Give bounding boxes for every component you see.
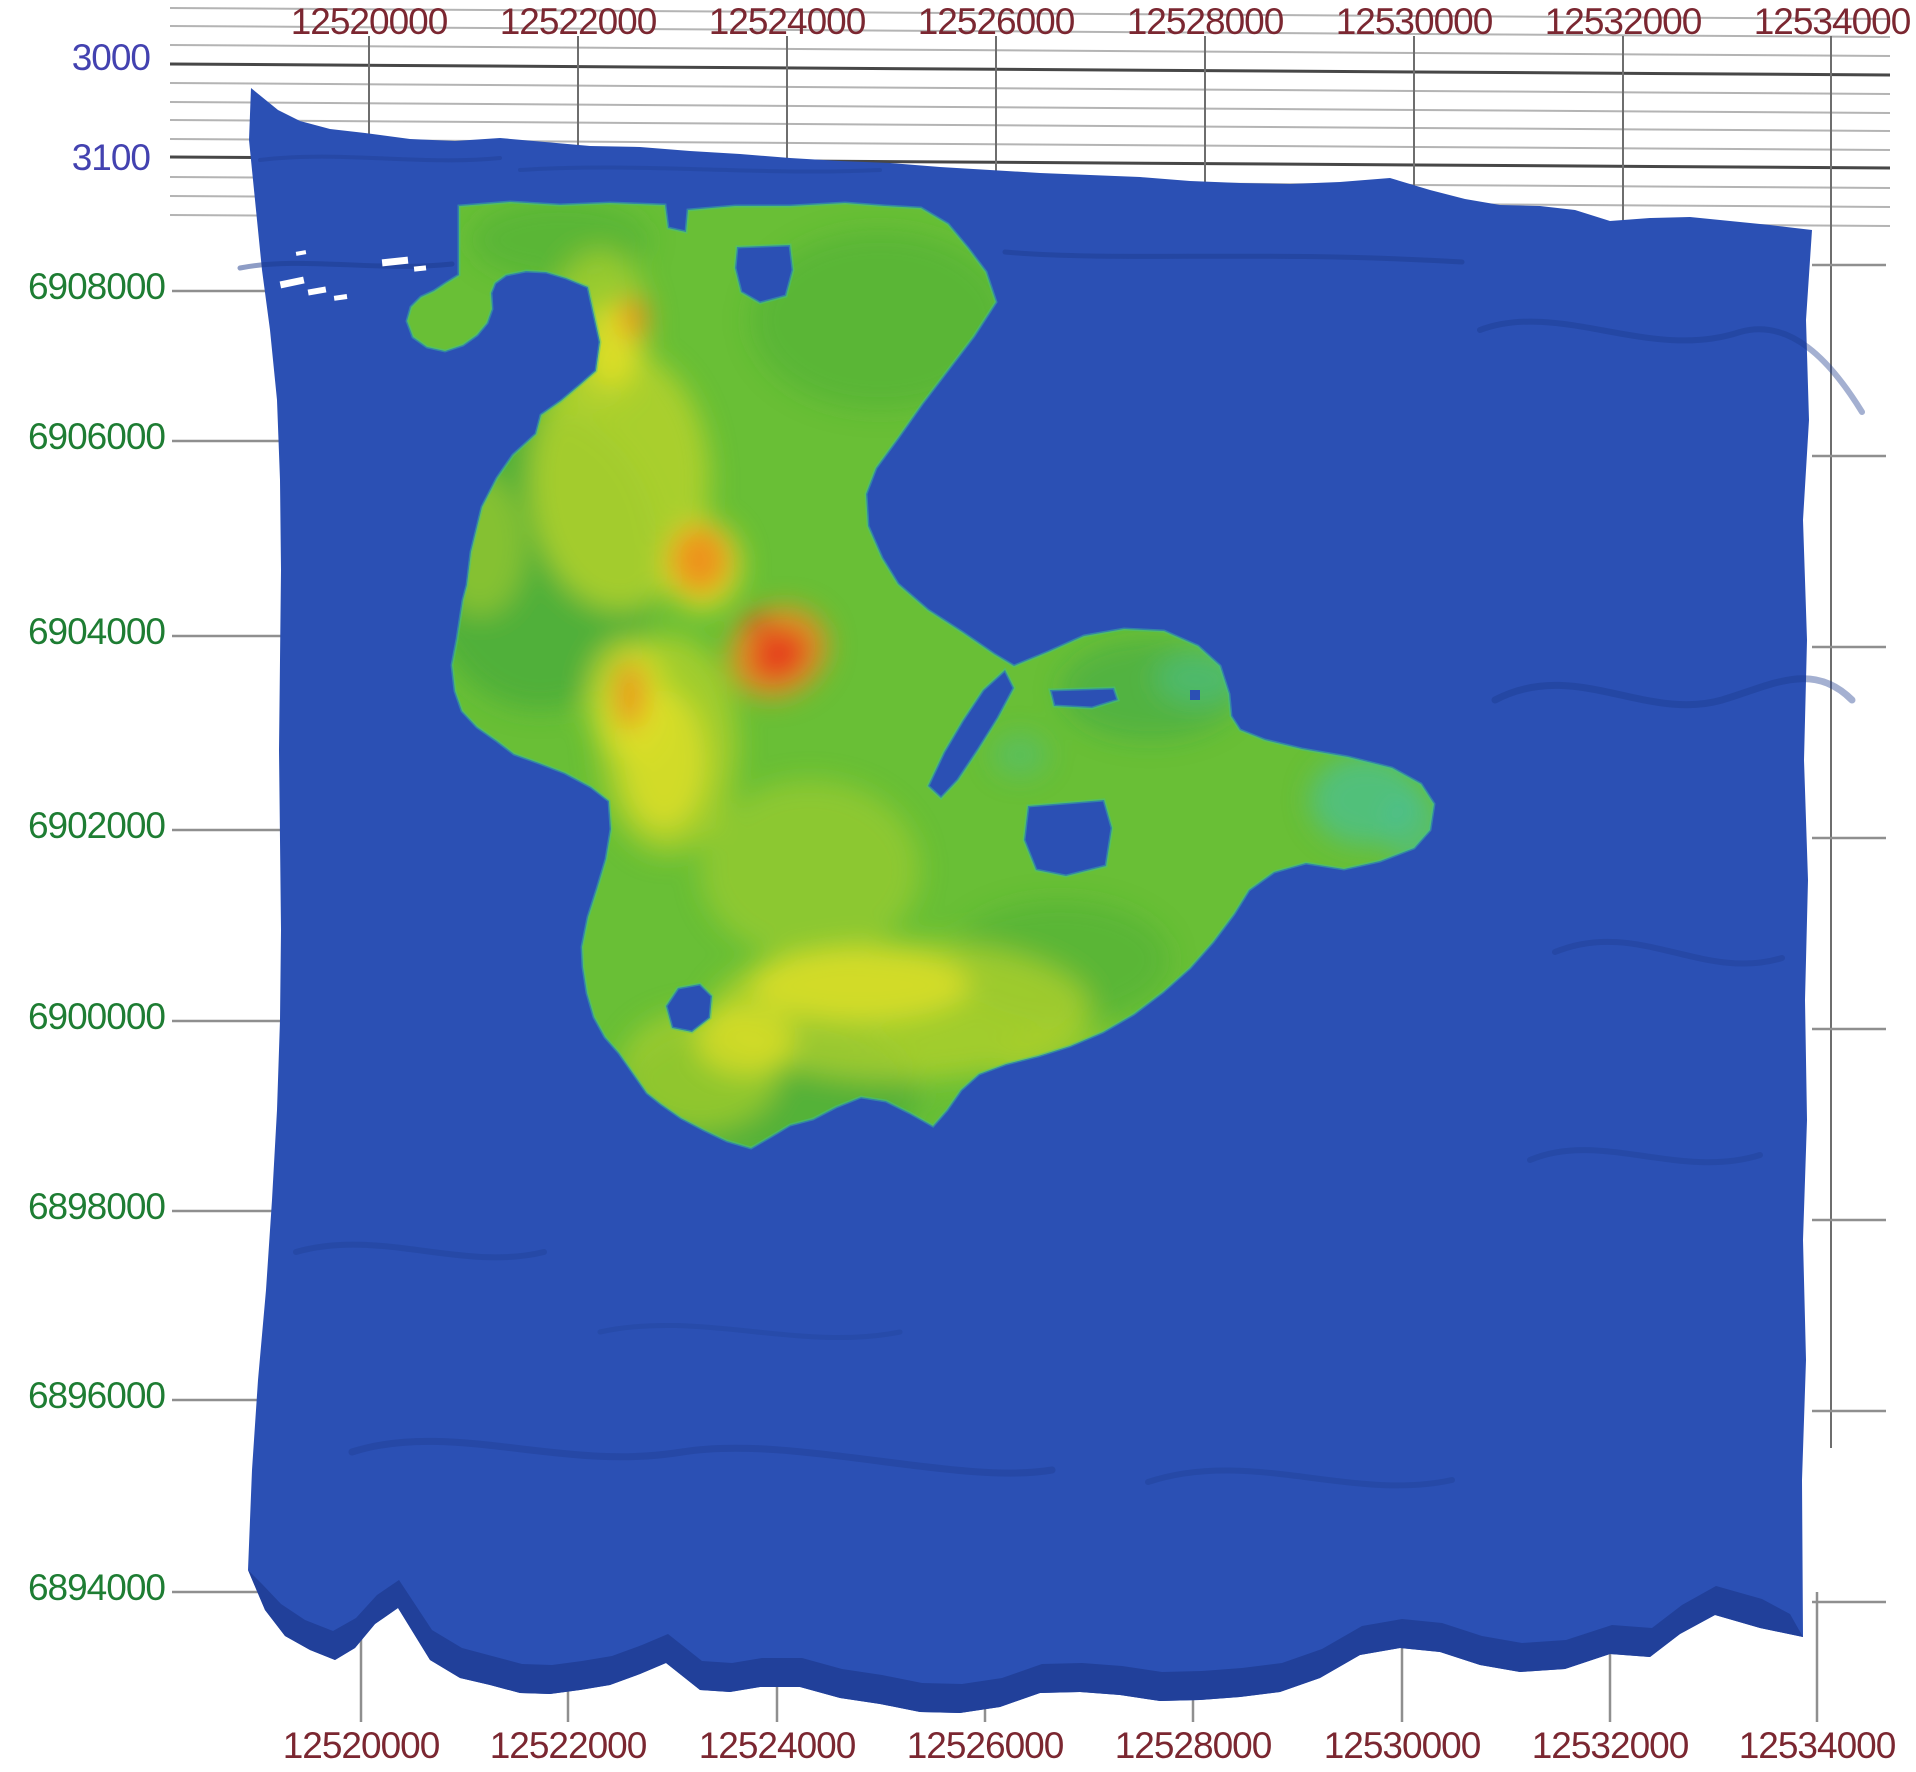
shading-stroke (258, 154, 502, 163)
wall-grid-line-major (169, 62, 1891, 77)
yellow-spot (695, 1004, 795, 1076)
z-axis-tick-label: 3100 (71, 137, 151, 178)
patch-colormap-hotspots (420, 202, 1434, 1148)
x-axis-tick-label-bottom: 12530000 (1323, 1725, 1482, 1766)
y-axis-ticks-right (1812, 263, 1886, 1604)
wall-grid-line (169, 82, 1891, 95)
shading-stroke (1552, 938, 1785, 967)
teal-patch (992, 733, 1048, 777)
shading-stroke (1477, 318, 1865, 415)
wall-grid-line (169, 138, 1891, 151)
shading-stroke (518, 165, 882, 174)
z-axis-tick-label: 3000 (71, 37, 151, 78)
x-axis-tick-label-top: 12526000 (917, 1, 1076, 42)
x-axis-tick-label-bottom: 12528000 (1114, 1725, 1273, 1766)
white-speck (295, 250, 307, 256)
y-axis-tick-label: 6900000 (27, 996, 166, 1037)
y-axis-tick-label: 6894000 (27, 1567, 166, 1608)
red-peak (744, 614, 770, 636)
x-axis-tick-label-top: 12524000 (708, 1, 867, 42)
x-axis-tick-label-top: 12528000 (1126, 1, 1285, 42)
x-axis-tick-label-top: 12522000 (499, 1, 658, 42)
x-axis-tick-label-top: 12532000 (1544, 1, 1703, 42)
white-speck (307, 286, 327, 296)
y-axis-tick-label: 6898000 (27, 1186, 166, 1227)
x-axis-tick-label-top: 12520000 (290, 1, 449, 42)
white-speck (333, 294, 348, 301)
y-axis-tick-label: 6908000 (27, 266, 166, 307)
surface-white-speck-artifacts (279, 250, 427, 301)
y-axis-tick-label: 6904000 (27, 611, 166, 652)
x-axis-tick-label-bottom: 12534000 (1738, 1725, 1897, 1766)
patch-teal-fringe (405, 200, 1436, 1150)
white-speck (381, 256, 409, 267)
y-axis-tick-label: 6896000 (27, 1375, 166, 1416)
x-axis-tick-label-bottom: 12532000 (1531, 1725, 1690, 1766)
white-speck (279, 276, 305, 289)
y-axis-tick-label: 6902000 (27, 805, 166, 846)
property-anomaly-patch (405, 200, 1436, 1150)
dark-green-wash (750, 230, 1010, 410)
wall-grid-line (169, 44, 1891, 57)
shading-stroke (1145, 1467, 1455, 1489)
red-peak (750, 629, 808, 681)
yellow-green-wash (530, 350, 710, 610)
shading-stroke (1527, 1147, 1763, 1166)
yellow-green-wash (700, 780, 920, 960)
wall-grid-line (169, 119, 1891, 132)
yellow-spot (750, 949, 970, 1021)
x-axis-tick-label-bottom: 12520000 (282, 1725, 441, 1766)
surface-shading-contours (237, 154, 1865, 1489)
orange-spot (614, 661, 646, 729)
x-axis-tick-label-top: 12534000 (1753, 1, 1912, 42)
orange-spot (620, 296, 648, 340)
shading-stroke (293, 1241, 547, 1261)
x-axis-tick-label-top: 12530000 (1335, 1, 1494, 42)
orange-spot (670, 526, 730, 594)
shading-stroke (348, 1437, 1056, 1477)
wall-grid-line (169, 25, 1891, 38)
white-speck (413, 265, 427, 272)
y-axis-tick-label: 6906000 (27, 416, 166, 457)
shading-stroke (597, 1322, 903, 1341)
wall-grid-line (169, 101, 1891, 114)
x-axis-tick-label-bottom: 12526000 (906, 1725, 1065, 1766)
wall-grid-line (169, 7, 1891, 20)
shading-stroke (1491, 675, 1856, 709)
x-axis-tick-label-bottom: 12524000 (698, 1725, 857, 1766)
x-axis-tick-label-bottom: 12522000 (489, 1725, 648, 1766)
shading-stroke (1002, 249, 1465, 265)
surface-bottom-band (248, 1570, 1803, 1713)
